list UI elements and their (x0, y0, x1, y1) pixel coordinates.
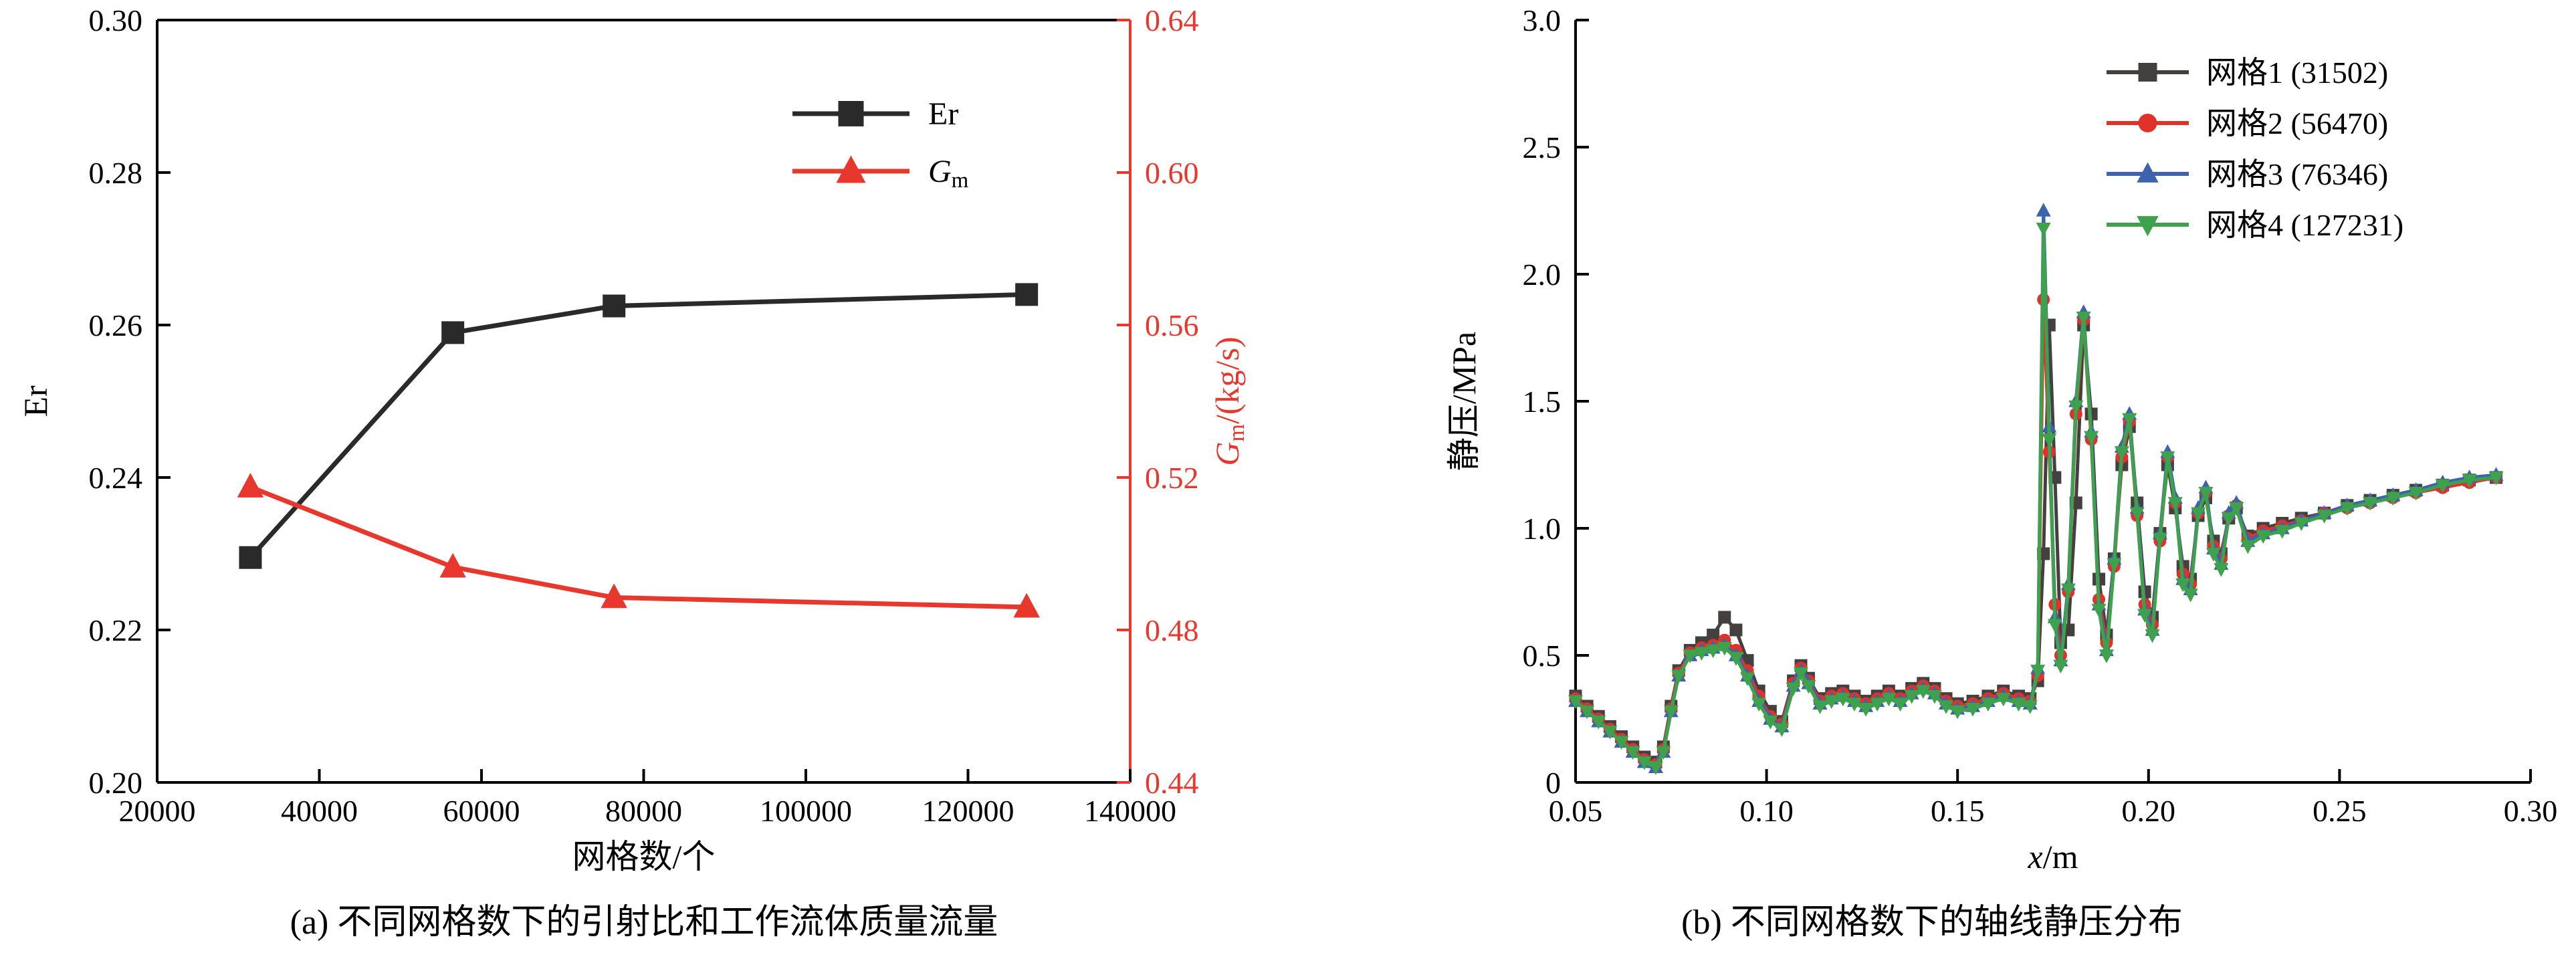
svg-text:60000: 60000 (443, 794, 520, 828)
svg-text:1.0: 1.0 (1523, 512, 1562, 546)
svg-text:0.30: 0.30 (2504, 794, 2558, 828)
chart-b-svg: 0.05 0.10 0.15 0.20 0.25 0.30 0 0.5 1.0 1.5 2.0 2.5… (1445, 3, 2558, 875)
svg-text:网格3 (76346): 网格3 (76346) (2206, 157, 2388, 191)
svg-text:0.24: 0.24 (89, 461, 143, 495)
caption-a: (a) 不同网格数下的引射比和工作流体质量流量 (290, 903, 998, 942)
svg-text:网格2 (56470): 网格2 (56470) (2206, 106, 2388, 140)
svg-text:Er: Er (17, 385, 54, 417)
svg-text:0.20: 0.20 (2122, 794, 2176, 828)
panel-b: 0.05 0.10 0.15 0.20 0.25 0.30 0 0.5 1.0 1.5 2.0 2.5… (1288, 0, 2576, 965)
chart-b-canvas: 0.05 0.10 0.15 0.20 0.25 0.30 0 0.5 1.0 1.5 2.0 2.5… (1288, 0, 2576, 889)
svg-text:140000: 140000 (1084, 794, 1176, 828)
svg-text:网格1 (31502): 网格1 (31502) (2206, 56, 2388, 90)
svg-text:0.26: 0.26 (89, 308, 143, 342)
svg-text:20000: 20000 (119, 794, 196, 828)
chart-a-canvas: 20000 40000 60000 80000 100000 120000 140000 0.… (0, 0, 1288, 889)
svg-text:100000: 100000 (760, 794, 852, 828)
svg-text:网格4 (127231): 网格4 (127231) (2206, 208, 2403, 242)
svg-text:0.22: 0.22 (89, 613, 143, 647)
svg-text:0.60: 0.60 (1145, 156, 1199, 190)
svg-text:0.44: 0.44 (1145, 766, 1199, 800)
svg-text:0.25: 0.25 (2313, 794, 2367, 828)
svg-text:80000: 80000 (605, 794, 682, 828)
svg-text:1.5: 1.5 (1523, 385, 1562, 419)
svg-text:3.0: 3.0 (1523, 3, 1562, 37)
svg-text:0.30: 0.30 (89, 3, 143, 37)
svg-text:0.5: 0.5 (1523, 639, 1562, 673)
svg-text:0.15: 0.15 (1931, 794, 1985, 828)
svg-text:0.10: 0.10 (1739, 794, 1794, 828)
svg-text:0.28: 0.28 (89, 156, 143, 190)
svg-text:120000: 120000 (922, 794, 1014, 828)
svg-text:2.0: 2.0 (1523, 257, 1562, 292)
svg-text:0.48: 0.48 (1145, 613, 1199, 647)
svg-text:2.5: 2.5 (1523, 130, 1562, 165)
svg-text:0: 0 (1545, 766, 1561, 800)
svg-text:Er: Er (928, 96, 958, 132)
svg-text:0.64: 0.64 (1145, 3, 1199, 37)
svg-text:0.20: 0.20 (89, 766, 143, 800)
svg-text:40000: 40000 (281, 794, 358, 828)
svg-text:0.05: 0.05 (1549, 794, 1603, 828)
panel-a: 20000 40000 60000 80000 100000 120000 140000 0.… (0, 0, 1288, 942)
svg-text:Gm: Gm (928, 154, 969, 193)
svg-text:静压/MPa: 静压/MPa (1445, 332, 1483, 471)
caption-b: (b) 不同网格数下的轴线静压分布 (1681, 903, 2183, 942)
svg-text:网格数/个: 网格数/个 (572, 838, 716, 875)
svg-text:Gm/(kg/s): Gm/(kg/s) (1208, 336, 1249, 465)
svg-text:0.52: 0.52 (1145, 461, 1199, 495)
svg-text:0.56: 0.56 (1145, 308, 1199, 342)
chart-a-svg: 20000 40000 60000 80000 100000 120000 1400000.… (17, 3, 1249, 875)
svg-text:x/m: x/m (2028, 838, 2078, 875)
